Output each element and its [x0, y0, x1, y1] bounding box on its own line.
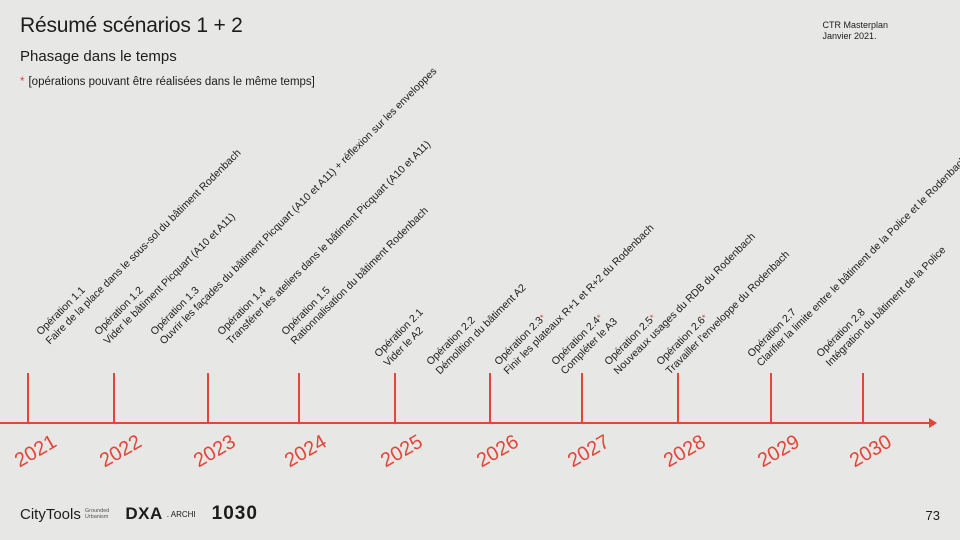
year-label: 2021 — [11, 430, 61, 473]
year-label: 2030 — [846, 430, 896, 473]
slide-title: Résumé scénarios 1 + 2 — [20, 14, 243, 37]
tick-2024 — [298, 373, 300, 423]
operation-desc: Faire de la place dans le sous-sol du bâ… — [43, 146, 244, 347]
citytools-wordmark: CityTools — [20, 505, 81, 523]
tick-2027 — [581, 373, 583, 423]
tick-2026 — [489, 373, 491, 423]
tick-2025 — [394, 373, 396, 423]
document-meta: CTR Masterplan Janvier 2021. — [822, 20, 888, 42]
grounded-urbanism-tagline: Grounded Urbanism — [84, 508, 110, 520]
dxa-wordmark: DXA — [125, 504, 163, 523]
slide-subtitle: Phasage dans le temps — [20, 48, 177, 65]
tick-2029 — [770, 373, 772, 423]
year-label: 2029 — [754, 430, 804, 473]
year-label: 2028 — [660, 430, 710, 473]
timeline-axis — [0, 422, 932, 424]
citytools-logo: CityTools Grounded Urbanism — [20, 506, 109, 523]
tick-2022 — [113, 373, 115, 423]
footer-logos: CityTools Grounded Urbanism DXA . ARCHI … — [20, 503, 258, 525]
archi-wordmark: . ARCHI — [166, 509, 196, 519]
meta-date: Janvier 2021. — [822, 31, 877, 41]
dxa-logo: DXA . ARCHI — [125, 504, 195, 524]
tick-2021 — [27, 373, 29, 423]
year-label: 2022 — [96, 430, 146, 473]
legend-note-text: [opérations pouvant être réalisées dans … — [28, 76, 315, 88]
legend-note: * [opérations pouvant être réalisées dans… — [20, 76, 315, 88]
meta-project: CTR Masterplan — [822, 20, 888, 30]
arrow-right-icon — [929, 418, 937, 428]
year-label: 2024 — [281, 430, 331, 473]
tick-2028 — [677, 373, 679, 423]
operation-label: Opération 2.8 Intégration du bâtiment de… — [814, 235, 948, 369]
year-label: 2025 — [377, 430, 427, 473]
operation-desc: Ouvrir les façades du bâtiment Picquart … — [157, 64, 439, 347]
year-label: 2023 — [190, 430, 240, 473]
tick-2023 — [207, 373, 209, 423]
asterisk-icon: * — [20, 76, 25, 88]
year-label: 2026 — [473, 430, 523, 473]
tick-2030 — [862, 373, 864, 423]
year-label: 2027 — [564, 430, 614, 473]
page-number: 73 — [925, 508, 940, 523]
logo-1030: 1030 — [211, 503, 258, 524]
